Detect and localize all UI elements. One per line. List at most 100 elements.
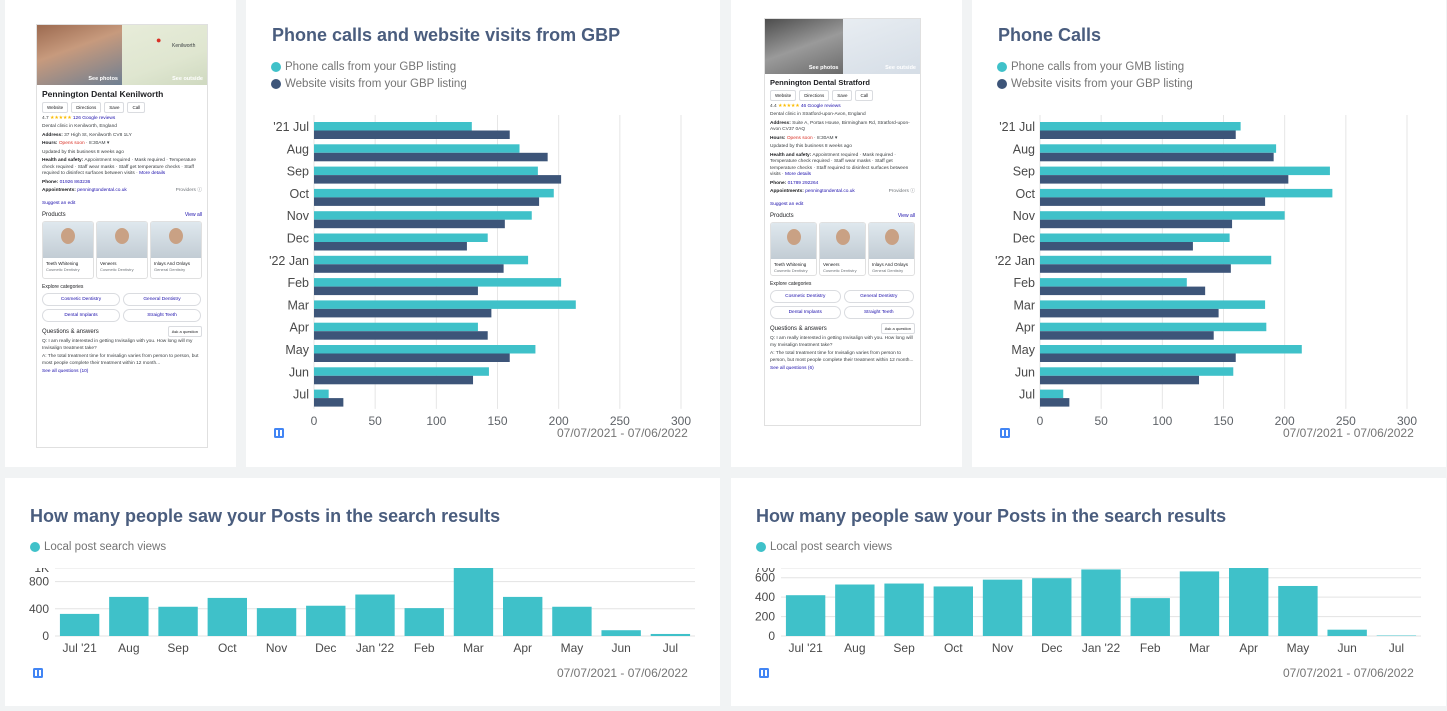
chip-straight-teeth[interactable]: Straight Teeth: [843, 306, 914, 320]
save-button[interactable]: Save: [832, 90, 853, 101]
x-tick-label: Dec: [315, 641, 336, 655]
date-range: 07/07/2021 - 07/06/2022: [557, 426, 688, 440]
product-card[interactable]: Veneers Cosmetic Dentistry: [819, 222, 866, 277]
bar-series-1: [1040, 278, 1187, 287]
product-name: Teeth Whitening: [46, 261, 79, 267]
hours-label: Hours:: [42, 141, 58, 147]
product-category: Cosmetic Dentistry: [823, 268, 857, 274]
appointments-link[interactable]: penningtondental.co.uk: [805, 189, 855, 195]
phone-link[interactable]: 01789 292264: [787, 180, 819, 186]
product-card[interactable]: Teeth Whitening Cosmetic Dentistry: [770, 222, 817, 277]
reviews-link[interactable]: 126 Google reviews: [72, 116, 116, 121]
map-place-label: Kenilworth: [172, 43, 196, 49]
save-button[interactable]: Save: [104, 102, 125, 113]
business-photo[interactable]: See photos: [765, 19, 843, 74]
bar-series-1: [314, 188, 554, 198]
bar: [1229, 568, 1269, 636]
bar-series-2: [314, 308, 492, 318]
x-tick-label: 50: [368, 414, 382, 425]
bar-series-1: [1040, 211, 1285, 220]
y-tick-label: Sep: [1013, 165, 1035, 179]
qa-header: Questions & answers Ask a question: [42, 326, 202, 338]
hours-status: Opens soon: [786, 135, 813, 141]
suggest-edit-link[interactable]: Suggest an edit: [42, 200, 76, 206]
view-all-link[interactable]: View all: [897, 213, 915, 220]
bar: [835, 584, 875, 636]
bar: [503, 596, 543, 636]
website-button[interactable]: Website: [770, 90, 797, 101]
x-tick-label: Mar: [1189, 641, 1210, 655]
map-thumbnail[interactable]: ● Kenilworth See outside: [122, 25, 207, 85]
product-card[interactable]: Veneers Cosmetic Dentistry: [96, 221, 148, 280]
see-all-questions-link[interactable]: See all questions (6): [770, 365, 814, 371]
chip-dental-implants[interactable]: Dental Implants: [770, 306, 841, 320]
address-row: Address: 37 High St, Kenilworth CV8 1LY: [42, 133, 202, 139]
x-tick-label: 250: [1336, 414, 1356, 425]
bar-series-2: [314, 152, 548, 162]
y-tick-label: Mar: [287, 298, 309, 312]
chip-straight-teeth[interactable]: Straight Teeth: [123, 309, 201, 323]
star-icons: ★★★★★: [50, 116, 72, 121]
call-button[interactable]: Call: [855, 90, 874, 101]
appointments-row: Appointments: penningtondental.co.uk Prov…: [42, 188, 202, 194]
ask-question-button[interactable]: Ask a question: [880, 323, 915, 335]
bar: [785, 595, 826, 636]
x-tick-label: 0: [1037, 414, 1044, 425]
qa-question: Q: I am really interested in getting Inv…: [770, 336, 913, 348]
legend-swatch-website-visits: [997, 78, 1007, 89]
chip-general-dentistry[interactable]: General Dentistry: [843, 290, 914, 304]
category-chips: Cosmetic Dentistry General Dentistry Den…: [770, 290, 915, 320]
product-category: Cosmetic Dentistry: [774, 268, 808, 274]
map-thumbnail[interactable]: See outside: [842, 19, 920, 74]
y-tick-label: Apr: [290, 321, 309, 335]
ask-question-button[interactable]: Ask a question: [167, 326, 202, 338]
rating-row: 4.7 ★★★★★ 126 Google reviews: [42, 116, 202, 122]
bar: [933, 586, 973, 636]
website-button[interactable]: Website: [42, 102, 69, 113]
chip-cosmetic-dentistry[interactable]: Cosmetic Dentistry: [42, 293, 120, 307]
chip-cosmetic-dentistry[interactable]: Cosmetic Dentistry: [770, 290, 841, 304]
business-photo[interactable]: See photos: [37, 25, 122, 85]
y-tick-label: Aug: [1013, 142, 1035, 156]
x-tick-label: 150: [1213, 414, 1233, 425]
photo-strip[interactable]: See photos See outside: [765, 19, 920, 74]
x-tick-label: Apr: [1239, 641, 1258, 655]
x-tick-label: Aug: [118, 641, 139, 655]
hours-time: · 8:30AM ▾: [86, 141, 110, 147]
bar-series-1: [1040, 122, 1241, 131]
reviews-link[interactable]: 46 Google reviews: [800, 104, 841, 109]
product-card[interactable]: Inlays And Onlays General Dentistry: [150, 221, 202, 280]
suggest-edit-link[interactable]: Suggest an edit: [770, 201, 804, 207]
directions-button[interactable]: Directions: [71, 102, 102, 113]
x-tick-label: Jul: [1389, 641, 1404, 655]
directions-button[interactable]: Directions: [799, 90, 830, 101]
product-card[interactable]: Inlays And Onlays General Dentistry: [868, 222, 915, 277]
product-card[interactable]: Teeth Whitening Cosmetic Dentistry: [42, 221, 94, 280]
y-tick-label: Nov: [1013, 209, 1036, 223]
product-category: Cosmetic Dentistry: [46, 267, 80, 273]
bar: [256, 608, 297, 636]
appointments-link[interactable]: penningtondental.co.uk: [77, 188, 127, 194]
legend-swatch-phone-calls: [271, 61, 281, 72]
bar: [1179, 571, 1220, 636]
more-details-link[interactable]: More details: [784, 172, 812, 178]
explore-label: Explore categories: [770, 281, 812, 288]
y-tick-label: Feb: [1013, 276, 1035, 290]
health-row: Health and safety: Appointment required …: [42, 158, 202, 177]
call-button[interactable]: Call: [127, 102, 146, 113]
chart-title: How many people saw your Posts in the se…: [30, 506, 501, 526]
phone-link[interactable]: 01926 863236: [59, 179, 91, 185]
product-image: [820, 223, 865, 260]
y-tick-label: Nov: [287, 209, 310, 223]
bar-series-1: [1040, 188, 1333, 198]
chip-general-dentistry[interactable]: General Dentistry: [123, 293, 201, 307]
chip-dental-implants[interactable]: Dental Implants: [42, 309, 120, 323]
photo-strip[interactable]: See photos ● Kenilworth See outside: [37, 25, 207, 85]
view-all-link[interactable]: View all: [184, 212, 202, 219]
hours-row[interactable]: Hours: Opens soon · 8:30AM ▾: [42, 141, 202, 147]
more-details-link[interactable]: More details: [139, 171, 166, 177]
x-tick-label: Nov: [992, 641, 1013, 655]
see-all-questions-link[interactable]: See all questions (10): [42, 369, 89, 375]
hours-row[interactable]: Hours: Opens soon · 8:30AM ▾: [770, 136, 915, 142]
legend-label: Local post search views: [44, 540, 167, 553]
